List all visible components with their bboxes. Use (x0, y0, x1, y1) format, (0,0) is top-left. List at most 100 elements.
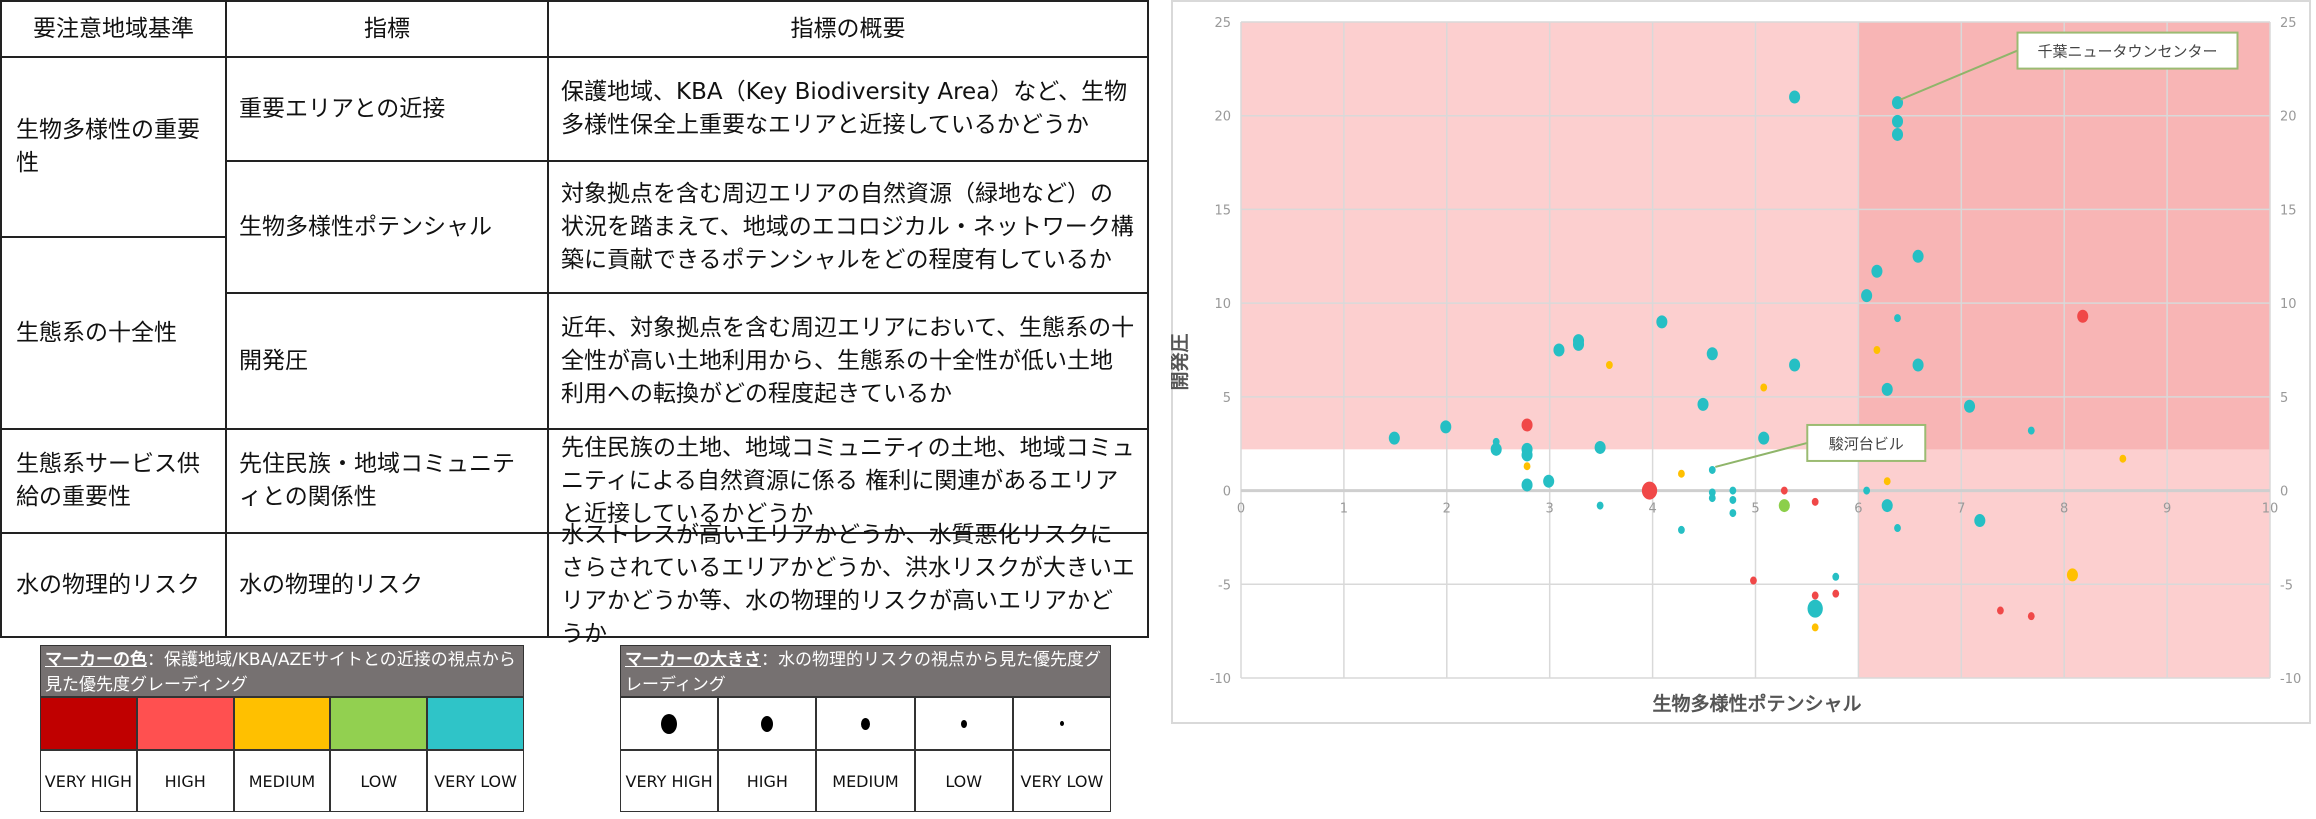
legend-size-header: マーカーの大きさ：水の物理的リスクの視点から見た優先度グレーディング (620, 645, 1111, 697)
legend-color-header: マーカーの色：保護地域/KBA/AZEサイトとの近接の視点から見た優先度グレーデ… (40, 645, 524, 697)
data-point (1572, 337, 1585, 351)
callout-label: 駿河台ビル (1829, 435, 1904, 453)
legend-color-label: MEDIUM (233, 750, 331, 812)
legend-size-label: HIGH (718, 750, 817, 812)
x-axis-label: 生物多様性ポテンシャル (1652, 692, 1861, 715)
callout-box (2016, 31, 2239, 70)
data-point (1605, 360, 1613, 369)
size-very-low (1012, 697, 1112, 750)
swatch-high (136, 697, 234, 750)
dot-icon (861, 717, 870, 730)
y-tick-label-right: 25 (2280, 16, 2297, 31)
data-point (1706, 347, 1718, 361)
data-point (1811, 591, 1819, 600)
legend-color-label: HIGH (136, 750, 234, 812)
data-point (1729, 495, 1737, 504)
data-point (1832, 589, 1840, 598)
data-point (1789, 358, 1801, 372)
swatch-very-low (427, 697, 524, 750)
data-point (1521, 448, 1533, 462)
legend-color-label: VERY LOW (427, 750, 524, 812)
indicator-cell: 開発圧 (225, 292, 549, 430)
data-point (1697, 397, 1709, 411)
data-point (1490, 442, 1502, 456)
criteria-ecosystem-integrity: 生態系の十全性 (0, 236, 227, 430)
x-tick-label: 0 (1237, 502, 1245, 517)
dot-icon (1059, 721, 1064, 726)
data-point (1543, 474, 1555, 488)
data-point (1521, 418, 1533, 432)
y-tick-label-right: 15 (2280, 203, 2297, 218)
y-axis-label: 開発圧 (1171, 333, 1191, 390)
summary-cell: 水ストレスが高いエリアかどうか、水質悪化リスクにさらされているエリアかどうか、洪… (547, 522, 1149, 647)
y-tick-label-right: 10 (2280, 297, 2297, 312)
x-tick-label: 1 (1340, 502, 1348, 517)
y-tick-label: 10 (1214, 297, 1231, 312)
legend-size-label: MEDIUM (816, 750, 915, 812)
header-criteria: 要注意地域基準 (0, 0, 227, 58)
dot-icon (960, 719, 967, 728)
y-tick-label: 15 (1214, 203, 1231, 218)
summary-cell: 近年、対象拠点を含む周辺エリアにおいて、生態系の十全性が高い土地利用から、生態系… (547, 292, 1149, 430)
x-tick-label: 6 (1854, 502, 1862, 517)
data-point (1596, 501, 1604, 510)
data-point (1891, 127, 1904, 141)
y-tick-label: -10 (1210, 672, 1231, 687)
swatch-low (330, 697, 428, 750)
data-point (1912, 249, 1924, 263)
legend-marker-color: マーカーの色：保護地域/KBA/AZEサイトとの近接の視点から見た優先度グレーデ… (40, 645, 524, 812)
data-point (1656, 315, 1668, 329)
x-tick-label: 3 (1546, 502, 1554, 517)
data-point (1729, 486, 1737, 495)
size-high (718, 697, 817, 750)
legend-color-title: マーカーの色 (45, 650, 147, 670)
x-tick-label: 4 (1648, 502, 1656, 517)
data-point (1811, 623, 1819, 632)
legend-size-title: マーカーの大きさ (625, 650, 761, 670)
size-low (914, 697, 1013, 750)
data-point (2066, 568, 2078, 582)
y-tick-label-right: 5 (2280, 391, 2288, 406)
data-point (1881, 499, 1893, 513)
data-point (1891, 96, 1904, 110)
x-tick-label: 2 (1443, 502, 1451, 517)
y-tick-label: -5 (1218, 578, 1231, 593)
y-tick-label-right: -5 (2280, 578, 2293, 593)
x-tick-label: 7 (1957, 502, 1965, 517)
data-point (1789, 90, 1801, 104)
data-point (1832, 572, 1840, 581)
callout-label: 千葉ニュータウンセンター (2037, 43, 2217, 61)
y-tick-label-right: 0 (2280, 485, 2288, 500)
data-point (1678, 469, 1685, 478)
legend-color-label: VERY HIGH (40, 750, 137, 812)
y-tick-label: 0 (1223, 485, 1231, 500)
callout-box (1806, 423, 1927, 462)
data-point (1807, 599, 1823, 618)
data-point (1861, 289, 1873, 303)
x-tick-label: 10 (2262, 502, 2279, 517)
data-point (1758, 431, 1770, 445)
swatch-medium (233, 697, 331, 750)
data-point (1594, 440, 1606, 454)
data-point (1678, 525, 1685, 534)
data-point (1523, 462, 1531, 471)
data-point (2119, 454, 2127, 463)
data-point (1553, 343, 1565, 357)
data-point (1760, 383, 1768, 392)
criteria-biodiversity-importance: 生物多様性の重要性 (0, 56, 227, 238)
data-point (1811, 497, 1819, 506)
x-tick-label: 9 (2163, 502, 2171, 517)
summary-cell: 保護地域、KBA（Key Biodiversity Area）など、生物多様性保… (547, 56, 1149, 162)
data-point (1894, 314, 1901, 323)
size-very-high (620, 697, 719, 750)
data-point (1388, 431, 1400, 445)
data-point (1873, 346, 1881, 354)
data-point (1750, 576, 1757, 585)
data-point (1708, 494, 1716, 503)
data-point (1780, 486, 1788, 495)
dot-icon (661, 713, 678, 734)
data-point (1641, 481, 1658, 500)
data-point (1997, 606, 2004, 615)
criteria-ecosystem-services: 生態系サービス供給の重要性 (0, 428, 227, 534)
